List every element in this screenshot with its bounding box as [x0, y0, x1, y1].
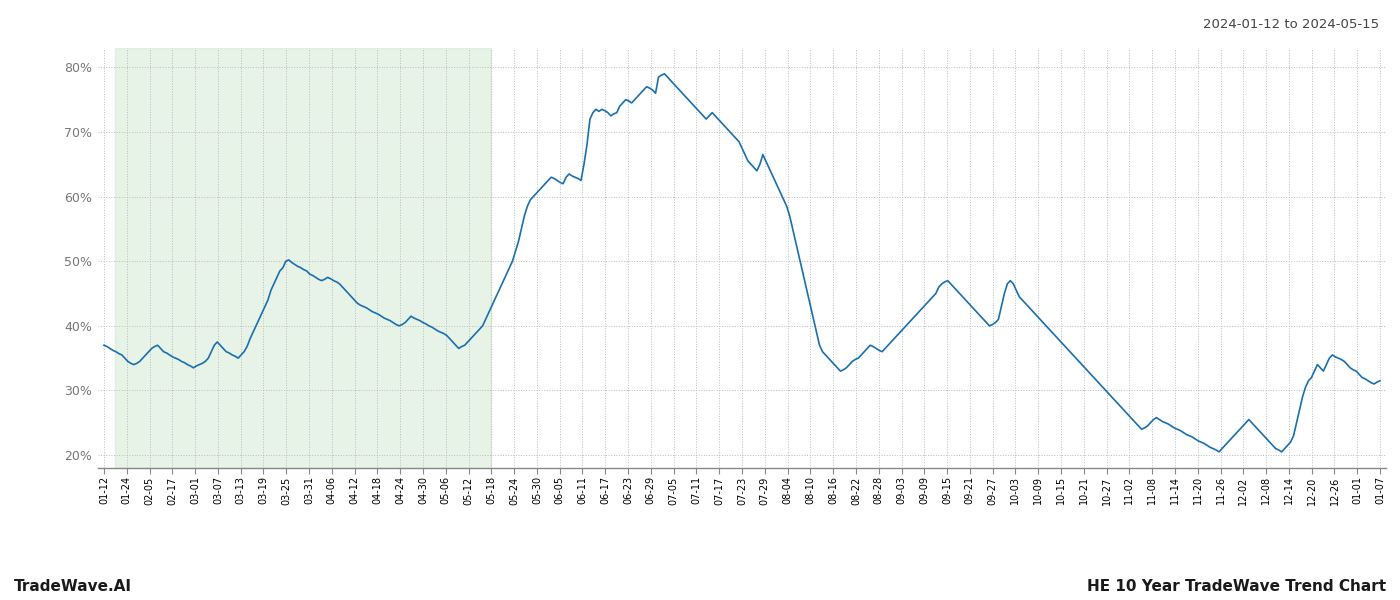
Text: HE 10 Year TradeWave Trend Chart: HE 10 Year TradeWave Trend Chart	[1086, 579, 1386, 594]
Text: 2024-01-12 to 2024-05-15: 2024-01-12 to 2024-05-15	[1203, 18, 1379, 31]
Bar	[115, 48, 491, 468]
Text: TradeWave.AI: TradeWave.AI	[14, 579, 132, 594]
